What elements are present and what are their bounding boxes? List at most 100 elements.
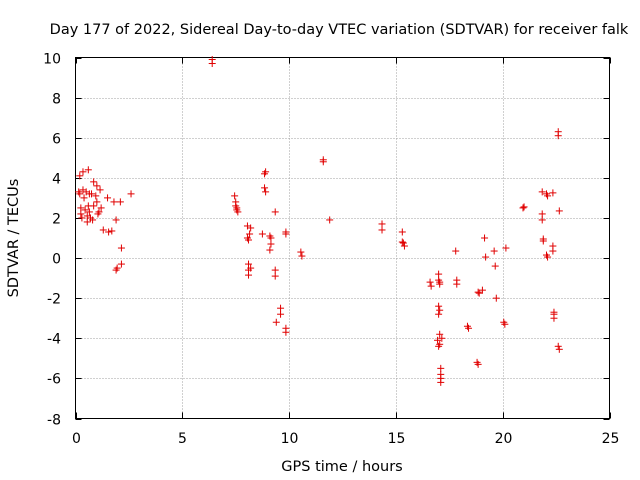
data-point xyxy=(555,207,563,215)
y-tick-label: 10 xyxy=(43,52,61,68)
data-point xyxy=(492,294,500,302)
data-point xyxy=(246,230,254,238)
data-point xyxy=(277,310,285,318)
data-point xyxy=(474,360,482,368)
x-tick-label: 20 xyxy=(495,431,513,447)
data-point xyxy=(116,198,124,206)
data-point xyxy=(97,204,105,212)
data-point xyxy=(92,192,100,200)
data-point xyxy=(437,364,445,372)
data-point xyxy=(502,244,510,252)
y-tick-label: -6 xyxy=(47,372,61,388)
chart-title: Day 177 of 2022, Sidereal Day-to-day VTE… xyxy=(50,22,629,38)
data-point xyxy=(245,271,253,279)
data-point xyxy=(400,242,408,250)
data-point xyxy=(93,182,101,190)
data-point xyxy=(77,204,85,212)
data-point xyxy=(544,253,552,261)
data-point xyxy=(554,342,562,350)
data-point xyxy=(117,260,125,268)
data-point xyxy=(378,226,386,234)
data-point xyxy=(435,302,443,310)
data-point xyxy=(538,216,546,224)
data-point xyxy=(258,230,266,238)
data-point xyxy=(99,226,107,234)
y-axis-label: SDTVAR / TECUs xyxy=(6,179,22,298)
data-point xyxy=(435,310,443,318)
data-point xyxy=(326,216,334,224)
y-tick-label: -2 xyxy=(47,292,61,308)
y-tick-label: 8 xyxy=(52,92,61,108)
y-axis-tick-labels: -8 -6 -4 -2 0 2 4 6 8 10 xyxy=(43,52,61,429)
data-point xyxy=(267,240,275,248)
data-point xyxy=(452,247,460,255)
data-point xyxy=(436,330,444,338)
data-point xyxy=(108,227,116,235)
data-point xyxy=(555,345,563,353)
data-point xyxy=(127,190,135,198)
x-axis-tick-labels: 0 5 10 15 20 25 xyxy=(72,431,619,447)
data-point xyxy=(501,320,509,328)
data-point xyxy=(549,189,557,197)
data-point xyxy=(90,178,98,186)
data-point xyxy=(88,190,96,198)
x-tick-label: 5 xyxy=(178,431,187,447)
data-point xyxy=(83,218,91,226)
data-point xyxy=(478,286,486,294)
data-point xyxy=(399,239,407,247)
y-tick-label: -8 xyxy=(47,413,61,429)
data-point xyxy=(538,210,546,218)
data-point xyxy=(271,208,279,216)
data-point xyxy=(84,166,92,174)
data-point xyxy=(434,336,442,344)
data-point xyxy=(435,270,443,278)
data-point xyxy=(319,158,327,166)
data-point xyxy=(95,208,103,216)
grid-lines xyxy=(75,57,610,419)
data-point xyxy=(538,188,546,196)
x-tick-label: 10 xyxy=(281,431,299,447)
data-point xyxy=(481,234,489,242)
data-point xyxy=(436,306,444,314)
data-point xyxy=(520,203,528,211)
data-point xyxy=(298,252,306,260)
data-point xyxy=(90,202,98,210)
data-point xyxy=(282,230,290,238)
data-point xyxy=(549,247,557,255)
data-point xyxy=(266,246,274,254)
data-point xyxy=(80,194,88,202)
x-tick-label: 0 xyxy=(72,431,81,447)
data-point xyxy=(277,304,285,312)
data-point xyxy=(245,260,253,268)
data-point xyxy=(272,318,280,326)
x-axis-label: GPS time / hours xyxy=(281,459,402,475)
data-point xyxy=(245,236,253,244)
data-point xyxy=(81,206,89,214)
data-points xyxy=(75,56,563,386)
data-point xyxy=(490,247,498,255)
data-point xyxy=(438,334,446,342)
data-point xyxy=(474,288,482,296)
data-point xyxy=(261,184,269,192)
data-point xyxy=(208,60,216,68)
data-point xyxy=(426,278,434,286)
data-point xyxy=(234,208,242,216)
data-point xyxy=(104,194,112,202)
data-point xyxy=(398,228,406,236)
data-point xyxy=(113,264,121,272)
data-point xyxy=(519,204,527,212)
data-point xyxy=(453,280,461,288)
y-tick-label: 4 xyxy=(52,172,61,188)
data-point xyxy=(554,132,562,140)
plot-frame xyxy=(75,57,610,419)
data-point xyxy=(105,228,113,236)
data-point xyxy=(110,198,118,206)
data-point xyxy=(96,186,104,194)
data-point xyxy=(550,314,558,322)
data-point xyxy=(436,280,444,288)
data-point xyxy=(78,214,86,222)
data-point xyxy=(247,224,255,232)
data-point xyxy=(436,340,444,348)
data-point xyxy=(89,216,97,224)
